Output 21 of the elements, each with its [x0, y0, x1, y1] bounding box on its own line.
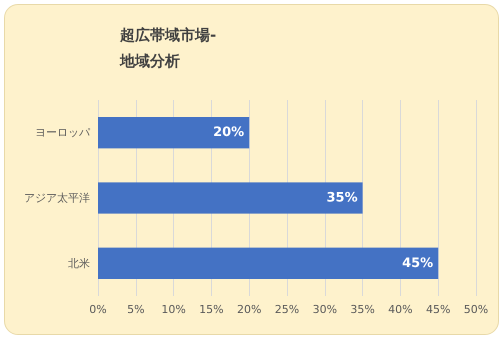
x-tick-label: 35% — [350, 303, 375, 316]
x-tick-label: 40% — [388, 303, 413, 316]
bar — [98, 182, 363, 214]
chart-title: 超広帯域市場-地域分析 — [119, 26, 216, 70]
x-tick-label: 5% — [127, 303, 145, 316]
x-tick-label: 0% — [89, 303, 107, 316]
bar — [98, 116, 250, 148]
x-tick-label: 50% — [464, 303, 488, 316]
y-tick-label: ヨーロッパ — [35, 126, 91, 140]
y-tick-label: 北米 — [68, 256, 90, 270]
x-tick-label: 20% — [236, 303, 262, 316]
x-tick-label: 25% — [274, 303, 300, 316]
bar — [98, 248, 438, 280]
data-label: 20% — [213, 125, 244, 140]
x-tick-label: 45% — [426, 303, 450, 316]
y-tick-label: アジア太平洋 — [24, 192, 90, 204]
x-tick-label: 15% — [199, 303, 224, 316]
x-tick-label: 10% — [161, 303, 186, 316]
x-tick-label: 30% — [312, 303, 338, 316]
data-label: 35% — [326, 190, 358, 206]
data-label: 45% — [402, 256, 434, 271]
